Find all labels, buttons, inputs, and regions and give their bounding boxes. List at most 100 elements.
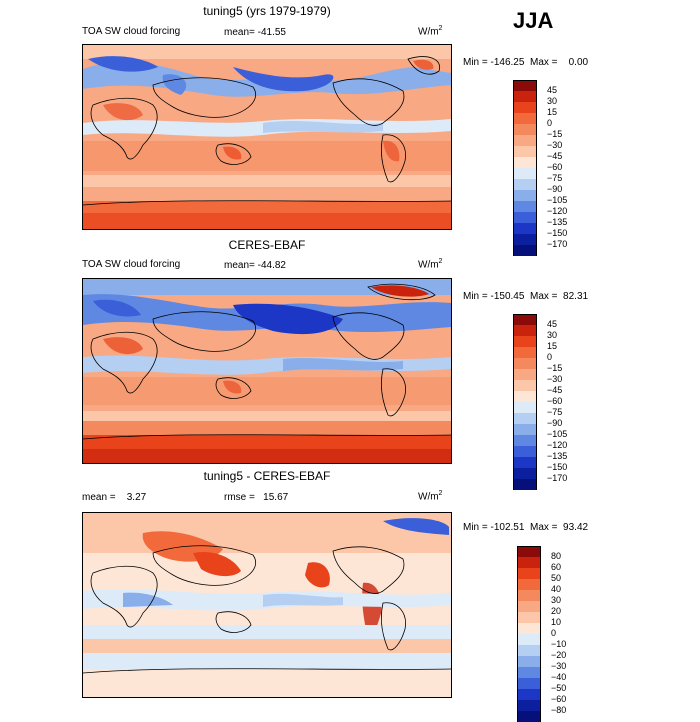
panel1-colorbar-swatch bbox=[513, 234, 537, 245]
panel3-title: tuning5 - CERES-EBAF bbox=[203, 469, 331, 483]
panel2-variable-label: TOA SW cloud forcing bbox=[82, 259, 181, 270]
panel1-colorbar-swatch bbox=[513, 91, 537, 102]
panel1-colorbar-swatch bbox=[513, 212, 537, 223]
panel3-units: W/m2 bbox=[418, 490, 443, 503]
panel1-colorbar-swatch bbox=[513, 113, 537, 124]
panel3-colorbar-swatch bbox=[517, 612, 541, 623]
panel3-colorbar-swatch bbox=[517, 667, 541, 678]
panel1-mean: mean= -41.55 bbox=[224, 27, 286, 38]
panel3-colorbar-swatch bbox=[517, 623, 541, 634]
panel1-map bbox=[82, 44, 452, 230]
panel1-colorbar-swatch bbox=[513, 223, 537, 234]
panel2-colorbar-level-label: −75 bbox=[547, 407, 563, 417]
panel2-minmax: Min = -150.45 Max = 82.31 bbox=[463, 291, 589, 302]
panel1-colorbar-level-label: 0 bbox=[547, 118, 553, 128]
panel2-colorbar-level-label: −15 bbox=[547, 363, 563, 373]
panel1-colorbar-swatch bbox=[513, 80, 537, 91]
panel3-colorbar-swatch bbox=[517, 557, 541, 568]
panel3-colorbar-level-label: 50 bbox=[551, 573, 562, 583]
panel1-colorbar-level-label: −45 bbox=[547, 151, 563, 161]
panel2-colorbar-level-label: 15 bbox=[547, 341, 558, 351]
panel1-minmax: Min = -146.25 Max = 0.00 bbox=[463, 57, 589, 68]
panel2-colorbar-swatch bbox=[513, 380, 537, 391]
panel3-colorbar-swatch bbox=[517, 656, 541, 667]
panel2-colorbar-level-label: 45 bbox=[547, 319, 558, 329]
panel2-colorbar-swatch bbox=[513, 358, 537, 369]
panel2-colorbar-level-label: −45 bbox=[547, 385, 563, 395]
panel3-map bbox=[82, 512, 452, 698]
panel3-colorbar-level-label: 10 bbox=[551, 617, 562, 627]
panel2-colorbar-level-label: −90 bbox=[547, 418, 563, 428]
panel1-colorbar-level-label: −170 bbox=[547, 239, 568, 249]
panel3-colorbar-swatch bbox=[517, 689, 541, 700]
panel1-colorbar-level-label: 45 bbox=[547, 85, 558, 95]
panel1-colorbar-swatch bbox=[513, 157, 537, 168]
panel3-colorbar-level-label: 20 bbox=[551, 606, 562, 616]
panel3-minmax: Min = -102.51 Max = 93.42 bbox=[463, 522, 589, 533]
panel2-mean: mean= -44.82 bbox=[224, 260, 286, 271]
panel2-colorbar-swatch bbox=[513, 402, 537, 413]
panel1-colorbar-swatch bbox=[513, 124, 537, 135]
panel2-units: W/m2 bbox=[418, 258, 443, 271]
panel3-colorbar-level-label: 40 bbox=[551, 584, 562, 594]
panel1-colorbar: 45 30 15 0 −15 −30 −45 −60 −75 −90 −105 −120 −135 −15… bbox=[513, 80, 567, 256]
panel1-colorbar-swatch bbox=[513, 168, 537, 179]
panel2-colorbar-swatch bbox=[513, 325, 537, 336]
panel1-units: W/m2 bbox=[418, 25, 443, 38]
panel2-colorbar-level-label: −60 bbox=[547, 396, 563, 406]
panel1-colorbar-level-label: −75 bbox=[547, 173, 563, 183]
panel1-variable-label: TOA SW cloud forcing bbox=[82, 26, 181, 37]
panel3-colorbar-level-label: −80 bbox=[551, 705, 567, 715]
panel1-colorbar-level-label: −60 bbox=[547, 162, 563, 172]
panel1-colorbar-swatch bbox=[513, 135, 537, 146]
panel2-map bbox=[82, 278, 452, 464]
panel2-colorbar-swatch bbox=[513, 424, 537, 435]
panel3-colorbar-level-label: −60 bbox=[551, 694, 567, 704]
panel2-colorbar-swatch bbox=[513, 446, 537, 457]
panel3-colorbar-level-label: 60 bbox=[551, 562, 562, 572]
panel1-title: tuning5 (yrs 1979-1979) bbox=[203, 4, 331, 18]
panel2-colorbar-swatch bbox=[513, 435, 537, 446]
panel3-colorbar-swatch bbox=[517, 700, 541, 711]
panel3-colorbar-swatch bbox=[517, 546, 541, 557]
panel1-colorbar-swatch bbox=[513, 245, 537, 256]
panel1-colorbar-level-label: −30 bbox=[547, 140, 563, 150]
panel2-colorbar-swatch bbox=[513, 336, 537, 347]
panel1-colorbar-level-label: 30 bbox=[547, 96, 558, 106]
panel2-colorbar-level-label: 0 bbox=[547, 352, 553, 362]
panel3-mean: mean = 3.27 bbox=[82, 492, 147, 503]
panel3-colorbar-swatch bbox=[517, 601, 541, 612]
panel2-colorbar-swatch bbox=[513, 413, 537, 424]
panel1-colorbar-swatch bbox=[513, 146, 537, 157]
panel2-colorbar-level-label: −170 bbox=[547, 473, 568, 483]
panel1-colorbar-swatch bbox=[513, 190, 537, 201]
panel3-colorbar-level-label: 80 bbox=[551, 551, 562, 561]
panel3-colorbar-level-label: 0 bbox=[551, 628, 557, 638]
panel1-colorbar-level-label: 15 bbox=[547, 107, 558, 117]
season-label: JJA bbox=[513, 8, 554, 33]
panel2-colorbar-swatch bbox=[513, 391, 537, 402]
panel2-colorbar: 45 30 15 0 −15 −30 −45 −60 −75 −90 −105 −120 −135 −15… bbox=[513, 314, 567, 490]
panel1-colorbar-level-label: −15 bbox=[547, 129, 563, 139]
panel1-colorbar-level-label: −105 bbox=[547, 195, 568, 205]
panel3-colorbar-level-label: −10 bbox=[551, 639, 567, 649]
panel3-colorbar-swatch bbox=[517, 590, 541, 601]
panel3-colorbar-swatch bbox=[517, 579, 541, 590]
panel1-colorbar-swatch bbox=[513, 179, 537, 190]
panel3-colorbar-level-label: −20 bbox=[551, 650, 567, 660]
panel2-colorbar-swatch bbox=[513, 347, 537, 358]
panel2-colorbar-level-label: −120 bbox=[547, 440, 568, 450]
panel1-colorbar-level-label: −90 bbox=[547, 184, 563, 194]
panel3-colorbar-swatch bbox=[517, 568, 541, 579]
panel2-colorbar-level-label: −30 bbox=[547, 374, 563, 384]
panel2-colorbar-swatch bbox=[513, 479, 537, 490]
panel3-colorbar-swatch bbox=[517, 634, 541, 645]
panel2-colorbar-swatch bbox=[513, 468, 537, 479]
panel3-colorbar-level-label: −40 bbox=[551, 672, 567, 682]
panel3-rmse: rmse = 15.67 bbox=[224, 492, 289, 503]
panel1-colorbar-level-label: −135 bbox=[547, 217, 568, 227]
panel2-colorbar-level-label: −105 bbox=[547, 429, 568, 439]
panel1-colorbar-swatch bbox=[513, 102, 537, 113]
panel3-colorbar-level-label: −30 bbox=[551, 661, 567, 671]
panel2-colorbar-swatch bbox=[513, 457, 537, 468]
